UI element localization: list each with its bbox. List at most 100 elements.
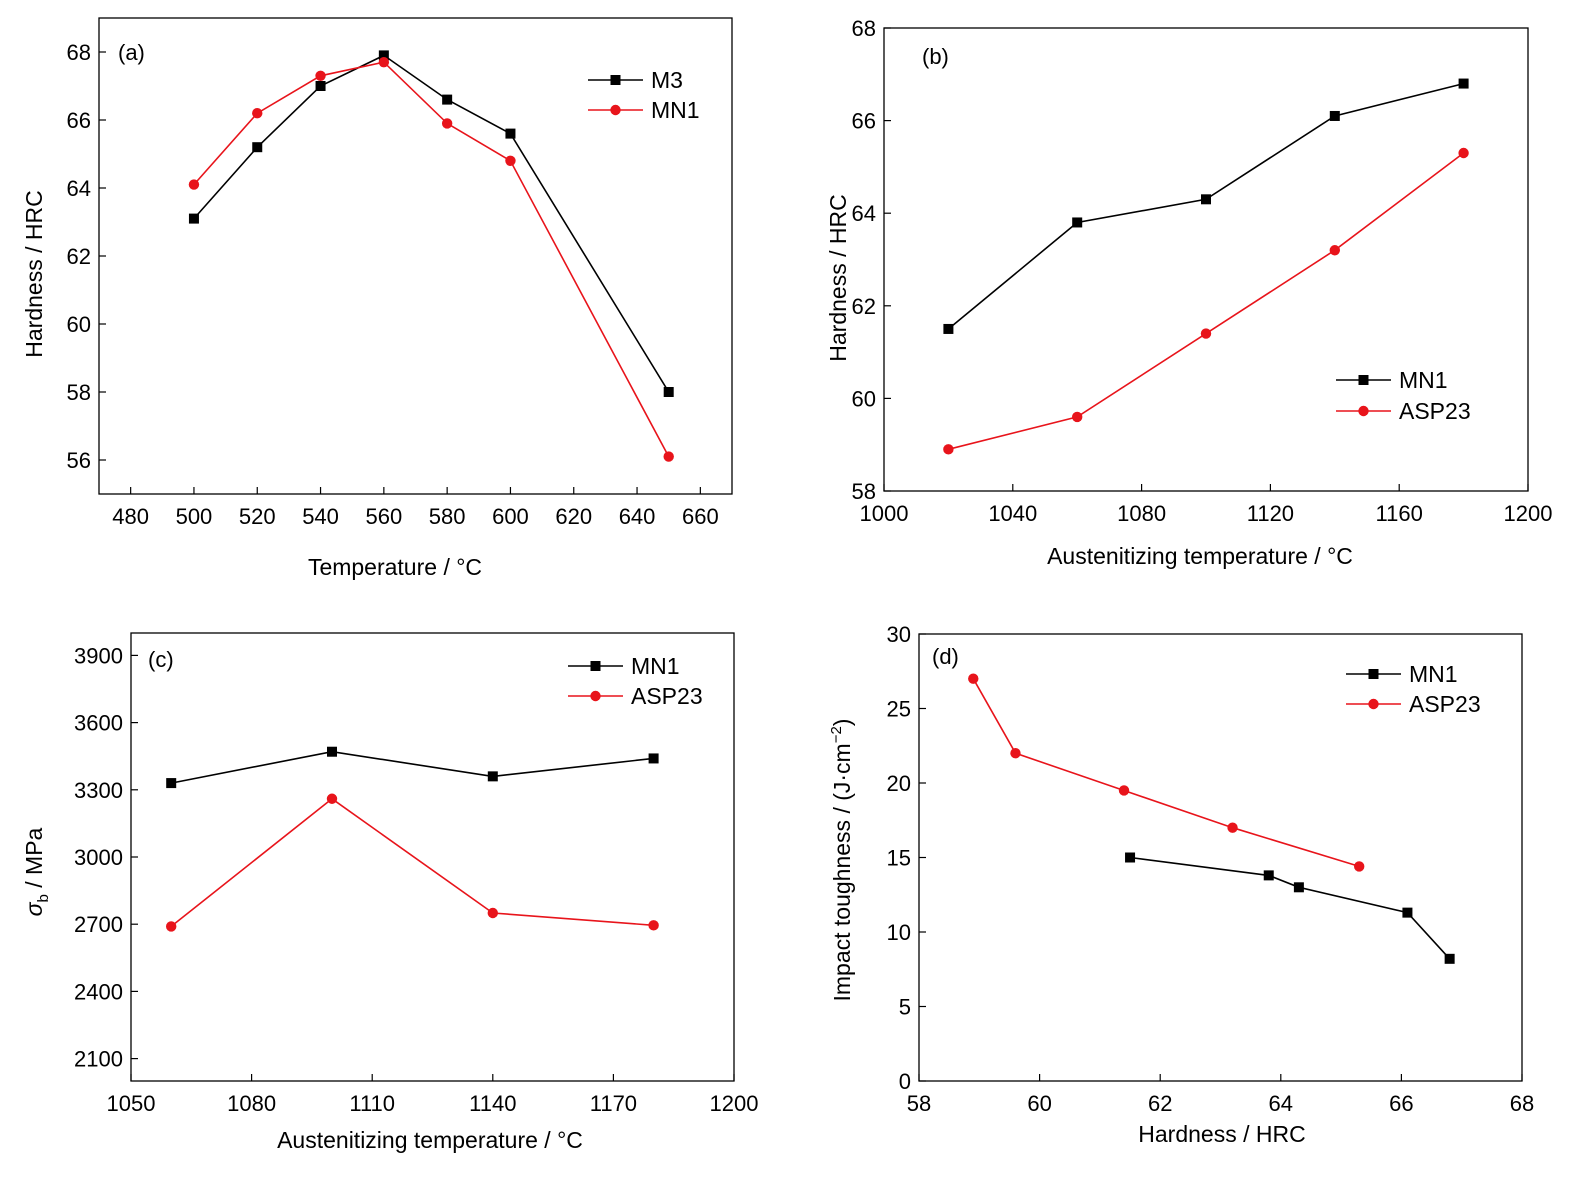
data-point-square — [1329, 110, 1340, 121]
y-axis-title-main: Hardness / HRC — [21, 190, 47, 357]
data-point-circle — [188, 179, 200, 190]
y-axis-title-suffix: ) — [829, 719, 855, 727]
data-point-square — [1125, 852, 1136, 863]
x-tick-label: 1080 — [1117, 501, 1166, 526]
y-tick-label: 66 — [852, 109, 876, 134]
chart-panel-a: 480 500 520 540 560 580 600 620 640 660 56 58 60 62 64… — [21, 17, 733, 580]
panel-label: (c) — [148, 647, 174, 672]
y-tick-label: 3600 — [74, 711, 123, 736]
data-point-square — [1072, 217, 1083, 228]
legend-entry-asp23: ASP23 — [1346, 691, 1481, 717]
data-point-square — [1458, 78, 1469, 89]
y-tick-label: 60 — [67, 312, 91, 337]
x-tick-label: 1080 — [227, 1091, 276, 1116]
legend-entry-mn1: MN1 — [568, 653, 680, 679]
legend-marker-circle — [590, 690, 601, 702]
series-m3 — [188, 50, 674, 397]
y-tick-label: 66 — [67, 108, 91, 133]
legend-entry-asp23: ASP23 — [568, 683, 703, 709]
y-tick-label: 20 — [887, 771, 911, 796]
x-tick-label: 580 — [429, 504, 466, 529]
data-point-square — [1444, 953, 1455, 964]
x-tick-label: 1040 — [988, 501, 1037, 526]
y-axis-title-subscript: b — [35, 894, 52, 902]
panel-label: (b) — [922, 44, 949, 69]
y-tick-label: 64 — [67, 176, 91, 201]
series-asp23 — [166, 793, 659, 932]
legend-label: MN1 — [1399, 367, 1448, 393]
x-tick-label: 1200 — [1504, 501, 1553, 526]
x-tick-label: 66 — [1389, 1091, 1413, 1116]
series-mn1 — [1125, 852, 1455, 964]
data-point-circle — [1010, 748, 1021, 759]
data-point-square — [487, 771, 498, 782]
x-tick-label: 500 — [176, 504, 213, 529]
data-point-circle — [487, 907, 498, 919]
data-point-square — [663, 387, 674, 397]
y-axis-title-main: Hardness / HRC — [825, 194, 851, 361]
y-tick-label: 25 — [887, 697, 911, 722]
series-line — [1129, 856, 1451, 960]
data-point-square — [327, 746, 337, 757]
x-axis-title: Temperature / °C — [308, 554, 482, 580]
legend-marker-circle — [1358, 405, 1369, 417]
legend-entry-mn1: MN1 — [1346, 661, 1458, 687]
data-point-square — [315, 81, 326, 91]
series-mn1 — [166, 746, 659, 789]
y-tick-label: 2100 — [74, 1047, 123, 1072]
series-line — [193, 61, 670, 457]
x-tick-label: 62 — [1148, 1091, 1172, 1116]
data-point-circle — [663, 451, 674, 462]
legend-entry-m3: M3 — [588, 67, 683, 93]
y-tick-label: 60 — [852, 386, 876, 411]
data-point-square — [252, 142, 263, 153]
y-tick-label: 68 — [67, 40, 91, 65]
series-mn1 — [188, 57, 674, 462]
data-point-circle — [1353, 861, 1365, 872]
x-tick-label: 1200 — [710, 1091, 759, 1116]
legend-label: M3 — [651, 67, 683, 93]
chart-panel-c: 1050 1080 1110 1140 1170 1200 2100 2400 2700 3000… — [21, 632, 759, 1153]
data-point-square — [442, 94, 453, 105]
data-point-circle — [1072, 411, 1083, 423]
data-point-square — [166, 778, 177, 789]
data-point-circle — [166, 921, 177, 932]
data-point-circle — [1458, 147, 1469, 159]
legend-label: ASP23 — [1409, 691, 1481, 717]
y-axis-title-superscript: −2 — [828, 726, 845, 743]
x-tick-label: 64 — [1269, 1091, 1293, 1116]
series-asp23 — [943, 147, 1469, 455]
x-tick-label: 1110 — [349, 1091, 395, 1116]
series-mn1 — [943, 78, 1469, 334]
x-tick-label: 640 — [619, 504, 656, 529]
y-tick-label: 62 — [67, 244, 91, 269]
data-point-circle — [968, 673, 979, 684]
data-point-square — [1201, 194, 1211, 205]
x-tick-label: 68 — [1510, 1091, 1534, 1116]
data-point-circle — [1227, 822, 1238, 833]
y-axis-title-main: Impact toughness / (J·cm — [829, 743, 855, 1001]
y-tick-label: 68 — [852, 16, 876, 41]
legend-marker-circle — [1368, 698, 1379, 710]
data-point-circle — [378, 57, 390, 68]
data-point-circle — [315, 70, 326, 82]
plot-frame — [98, 17, 733, 495]
legend-marker-square — [610, 75, 621, 85]
x-tick-label: 600 — [492, 504, 529, 529]
data-point-circle — [326, 793, 338, 804]
y-tick-label: 15 — [887, 846, 911, 871]
x-tick-label: 540 — [302, 504, 339, 529]
legend-label: MN1 — [631, 653, 680, 679]
series-line — [972, 678, 1360, 868]
y-tick-label: 64 — [852, 201, 876, 226]
x-tick-label: 1120 — [1247, 501, 1294, 526]
y-tick-label: 62 — [852, 294, 876, 319]
legend-entry-asp23: ASP23 — [1336, 398, 1471, 424]
y-axis-title: Impact toughness / (J·cm−2) — [828, 719, 855, 1002]
x-tick-label: 60 — [1027, 1091, 1051, 1116]
y-axis-title: Hardness / HRC — [21, 190, 47, 357]
x-tick-label: 660 — [682, 504, 719, 529]
data-point-circle — [1200, 328, 1212, 339]
y-tick-label: 30 — [887, 622, 911, 647]
